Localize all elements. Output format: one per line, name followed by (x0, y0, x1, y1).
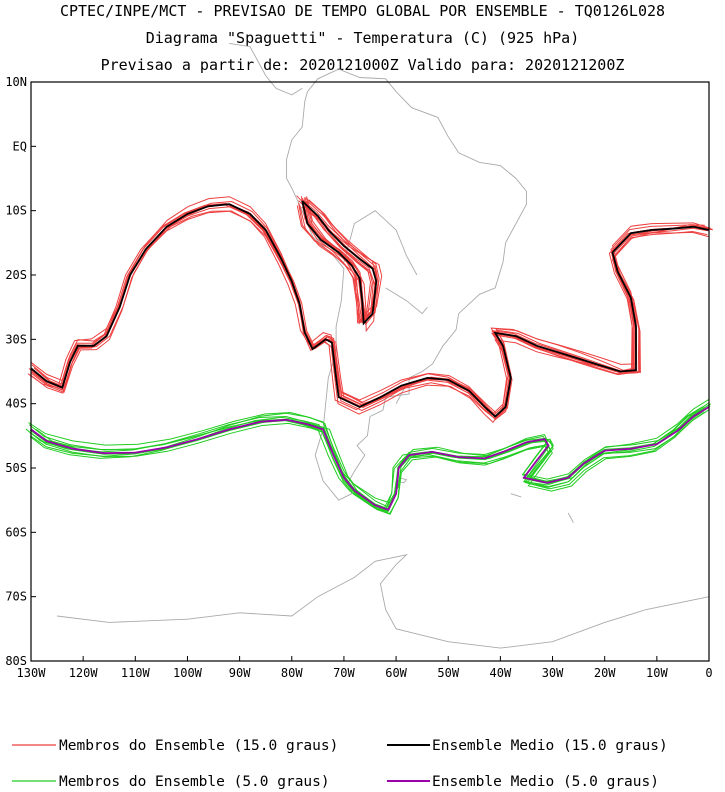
axis-ticks-layer: 130W 120W 110W 100W 90W 80W 70W 60W 50W 40W 30W 20W… (5, 75, 712, 680)
x-tick-label: 110W (121, 666, 151, 680)
coastline-path (385, 287, 428, 315)
x-tick-label: 100W (173, 666, 203, 680)
y-tick-label: 30S (5, 332, 27, 346)
x-tick-label: 80W (281, 666, 303, 680)
ensemble-mean-line (30, 406, 710, 511)
chart-validity-line: Previsao a partir de: 2020121000Z Valido… (100, 56, 625, 74)
chart-subtitle: Diagrama "Spaguetti" - Temperatura (C) (… (145, 29, 580, 47)
ensemble-mean-line (30, 203, 710, 418)
ensemble-members-layer (25, 195, 713, 515)
ensemble-mean-line (301, 200, 378, 326)
y-tick-label: 40S (5, 397, 27, 411)
ensemble-member-line (25, 406, 703, 510)
x-tick-label: 20W (594, 666, 616, 680)
legend: Membros do Ensemble (15.0 graus) Ensembl… (12, 738, 668, 790)
coastline-path (57, 554, 710, 649)
coastline-path (510, 493, 522, 498)
ensemble-member-line (298, 199, 378, 323)
x-tick-label: 60W (385, 666, 407, 680)
y-tick-label: 10S (5, 204, 27, 218)
ensemble-member-line (30, 200, 708, 416)
y-tick-label: 50S (5, 461, 27, 475)
chart-title: CPTEC/INPE/MCT - PREVISAO DE TEMPO GLOBA… (59, 2, 666, 20)
x-tick-label: 30W (542, 666, 564, 680)
legend-label-members-5: Membros do Ensemble (5.0 graus) (59, 774, 330, 790)
ensemble-member-line (299, 196, 380, 326)
coastline-path (343, 210, 418, 276)
y-tick-label: 10N (5, 75, 27, 89)
legend-label-mean-5: Ensemble Medio (5.0 graus) (432, 774, 659, 790)
x-tick-label: 70W (333, 666, 355, 680)
ensemble-member-line (28, 411, 705, 510)
x-tick-label: 50W (437, 666, 459, 680)
x-tick-label: 10W (646, 666, 668, 680)
ensemble-member-line (30, 196, 709, 420)
coastline-layer (57, 42, 710, 649)
x-tick-label: 120W (69, 666, 99, 680)
ensemble-member-line (30, 203, 710, 418)
x-tick-label: 130W (17, 666, 47, 680)
x-tick-label: 0 (705, 666, 712, 680)
legend-label-members-15: Membros do Ensemble (15.0 graus) (59, 738, 338, 754)
y-tick-label: 80S (5, 654, 27, 668)
ensemble-member-line (29, 410, 705, 504)
y-tick-label: EQ (13, 139, 27, 153)
ensemble-mean-layer (30, 200, 710, 511)
coastline-path (286, 68, 527, 501)
plot-frame (30, 81, 710, 662)
x-tick-label: 90W (229, 666, 251, 680)
x-tick-label: 40W (490, 666, 512, 680)
ensemble-member-line (303, 200, 377, 325)
ensemble-member-line (33, 204, 713, 418)
y-tick-label: 20S (5, 268, 27, 282)
coastline-path (567, 512, 574, 523)
coastline-path (229, 42, 303, 96)
y-tick-label: 70S (5, 590, 27, 604)
y-tick-label: 60S (5, 525, 27, 539)
legend-label-mean-15: Ensemble Medio (15.0 graus) (432, 738, 668, 754)
